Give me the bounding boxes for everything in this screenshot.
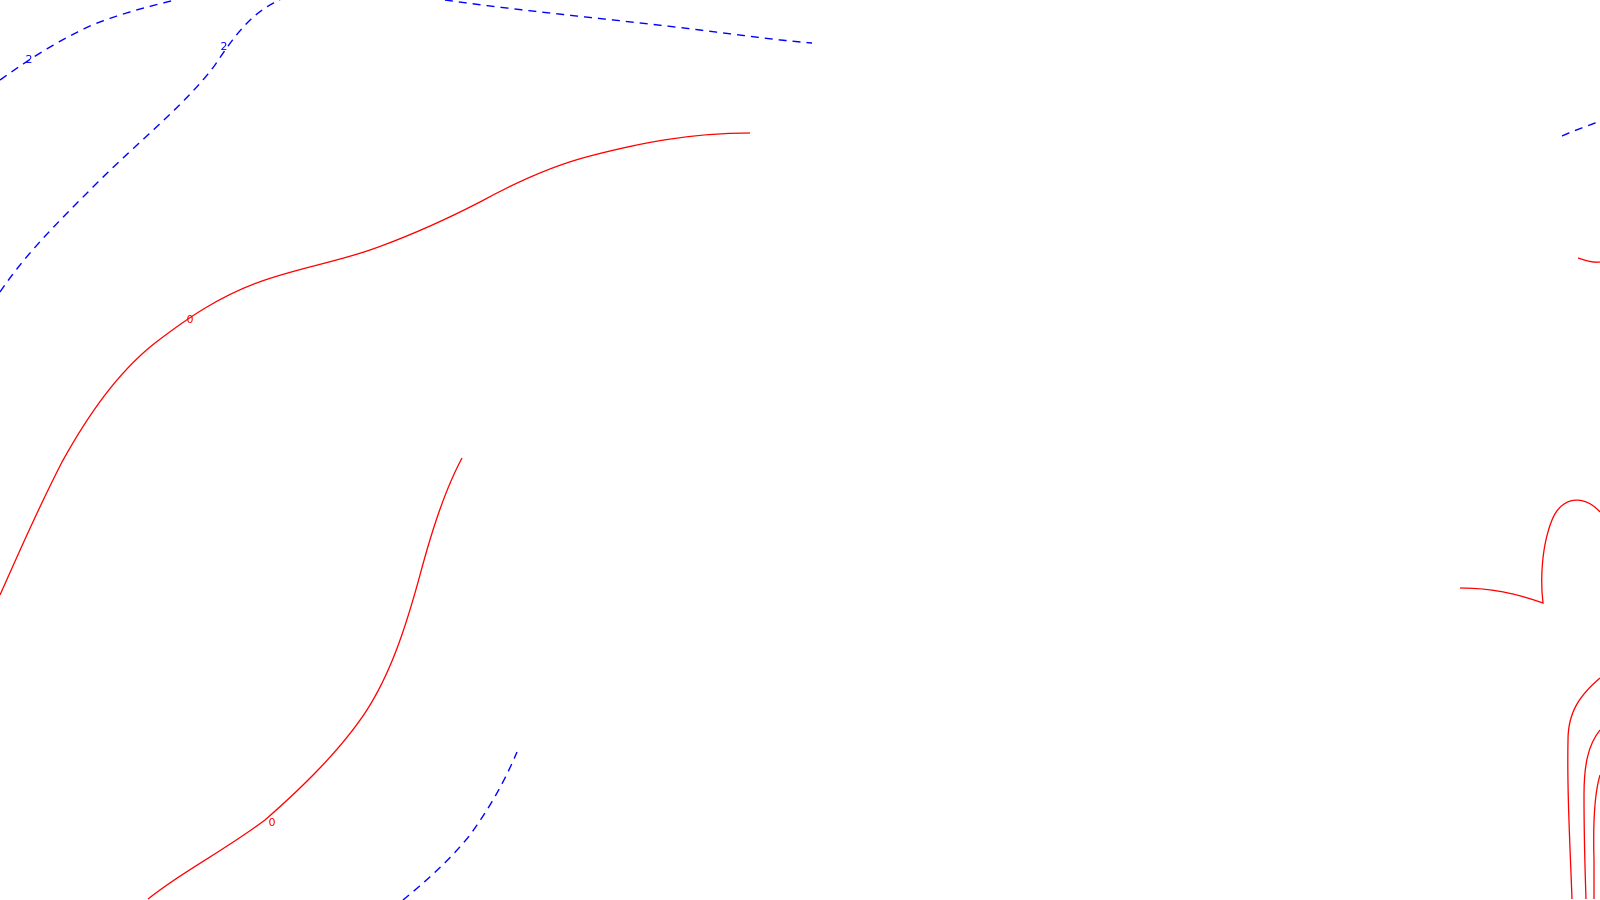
red-contour-lower [147, 457, 463, 900]
zero-contour-group [0, 132, 1600, 900]
red-contour-right-edge [1577, 257, 1600, 263]
red-contour-right-vertical-3 [1593, 774, 1600, 899]
blue-contour-bottom-center [402, 751, 518, 900]
contour-label-group: 2 2 0 0 [26, 40, 276, 829]
contour-label-red-upper: 0 [187, 313, 194, 326]
blue-contour-top-left-outer [0, 0, 176, 81]
red-contour-upper [0, 132, 751, 596]
red-contour-right-vertical-1 [1567, 677, 1600, 900]
blue-contour-top-center [444, 0, 813, 44]
contour-label-blue-inner: 2 [221, 40, 228, 53]
contour-label-red-lower: 0 [269, 816, 276, 829]
contour-label-blue-outer: 2 [26, 53, 33, 66]
blue-contour-top-right [1561, 120, 1600, 137]
red-contour-right-bulb [1459, 499, 1600, 604]
blue-contour-top-left-inner [0, 0, 281, 293]
red-contour-right-vertical-2 [1583, 729, 1600, 900]
